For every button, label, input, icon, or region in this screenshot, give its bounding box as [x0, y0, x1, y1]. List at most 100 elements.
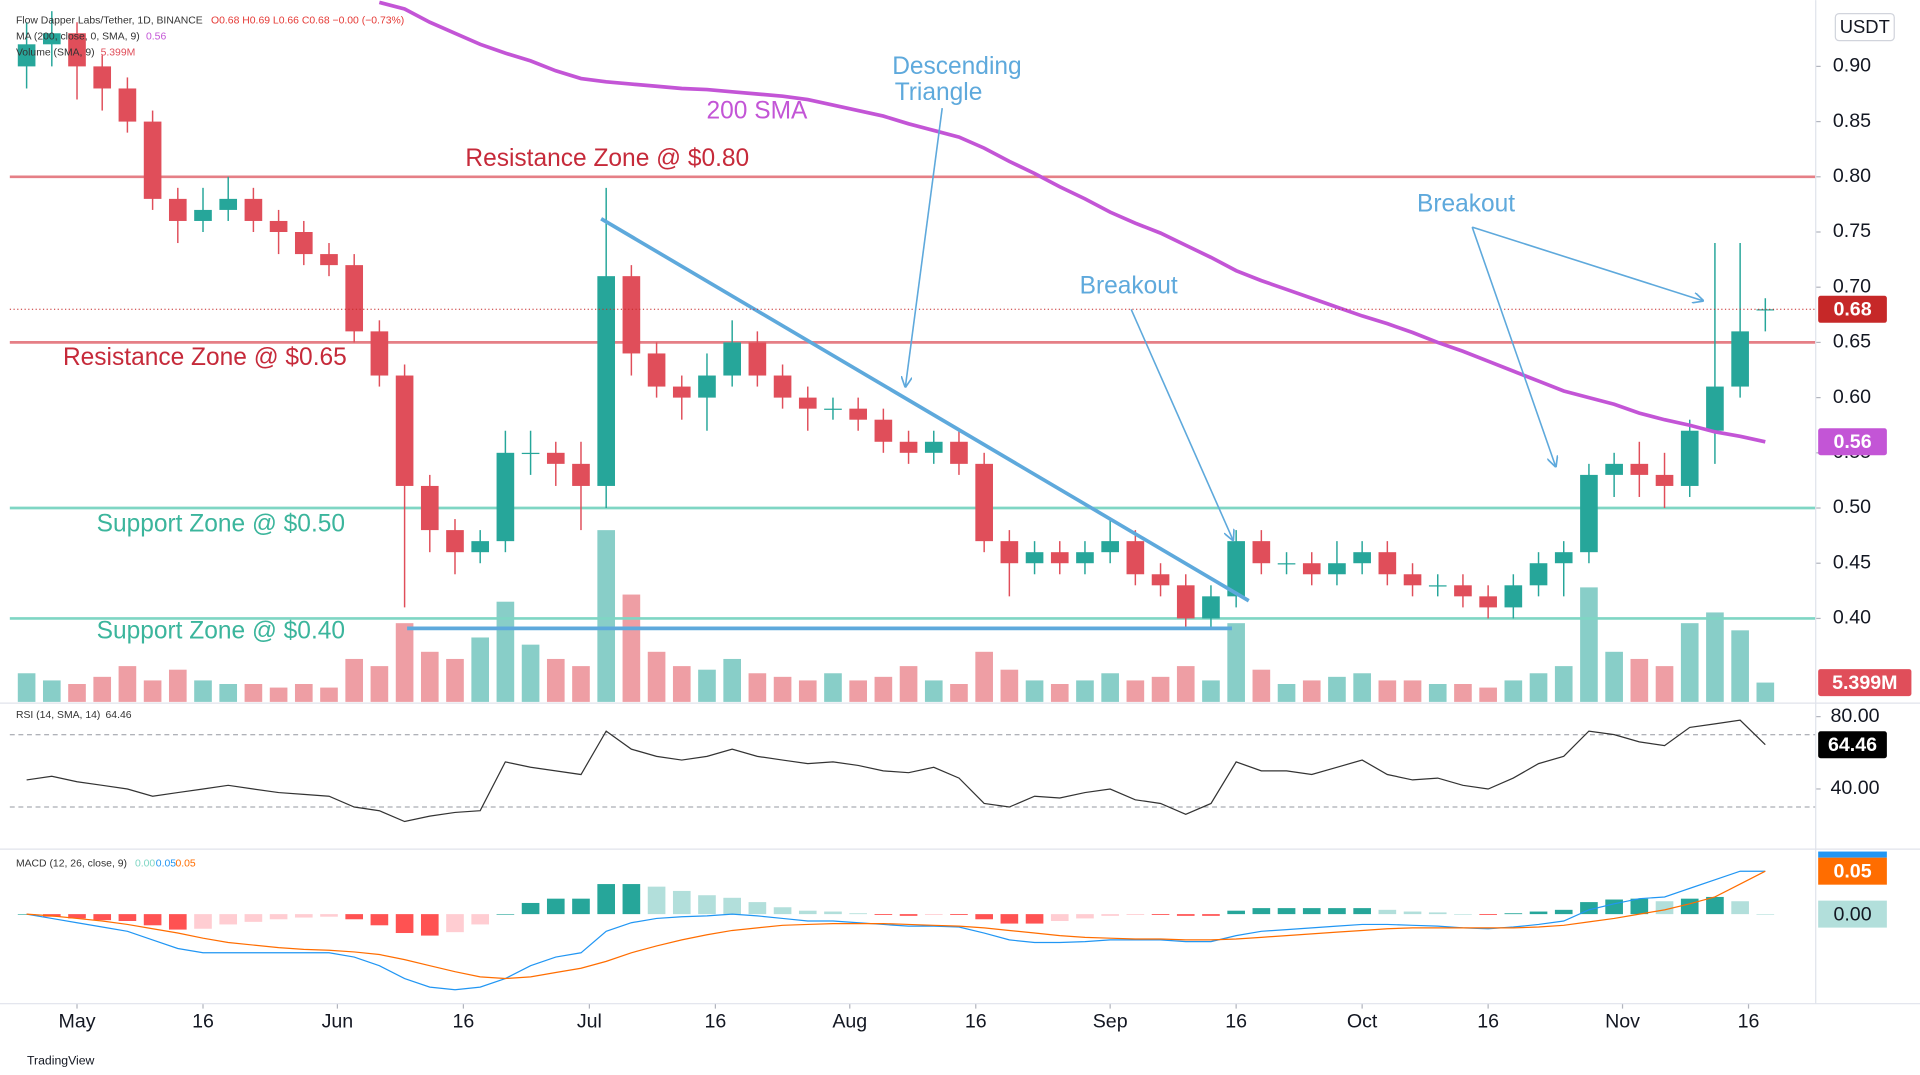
macd-histogram-bar — [521, 902, 540, 915]
candle-body — [269, 220, 288, 233]
volume-bar — [1454, 684, 1472, 702]
volume-bar — [1176, 666, 1195, 702]
x-tick-label: 16 — [704, 1010, 726, 1032]
macd-legend: MACD (12, 26, close, 9) — [16, 859, 127, 870]
macd-histogram-bar — [244, 914, 263, 922]
macd-histogram-bar — [68, 914, 86, 919]
unit-label[interactable]: USDT — [1840, 16, 1890, 37]
macd-histogram-bar — [849, 913, 867, 915]
macd-histogram-bar — [1076, 914, 1094, 919]
macd-histogram-bar — [370, 914, 389, 926]
macd-histogram-bar — [773, 907, 792, 915]
macd-legend-value: 0.05 — [175, 859, 195, 870]
zone-label: Support Zone @ $0.40 — [97, 617, 345, 644]
candle-body — [1580, 474, 1598, 553]
candle-body — [1277, 563, 1296, 565]
annotation: Breakout — [1417, 191, 1515, 218]
macd-histogram-bar — [269, 914, 288, 920]
volume-bar — [1000, 669, 1019, 702]
candle-body — [370, 331, 389, 376]
macd-histogram-bar — [824, 911, 842, 915]
volume-bar — [1580, 587, 1598, 702]
volume-bar — [924, 680, 943, 702]
rsi-line — [26, 719, 1766, 823]
volume-bar — [798, 680, 817, 702]
candle-body — [924, 441, 943, 453]
macd-histogram-bar — [975, 914, 993, 920]
candle-body — [1529, 563, 1548, 586]
y-tick-label: 0.45 — [1833, 551, 1871, 573]
arrow — [1130, 308, 1233, 540]
macd-histogram-bar — [1554, 909, 1573, 915]
price-tag-label: 0.05 — [1833, 861, 1871, 883]
candle-body — [244, 198, 263, 221]
macd-histogram-bar — [1731, 901, 1749, 915]
volume-bar — [1151, 676, 1170, 702]
macd-histogram-bar — [647, 886, 666, 915]
volume-bar — [1126, 680, 1145, 702]
macd-histogram-bar — [93, 914, 112, 921]
arrow — [1471, 226, 1555, 466]
volume-bar — [698, 669, 716, 702]
macd-histogram-bar — [345, 914, 364, 920]
candle-body — [1756, 309, 1775, 311]
y-tick-label: 0.65 — [1833, 331, 1871, 353]
candle-body — [1428, 585, 1447, 587]
volume-bar — [824, 673, 842, 702]
candle-body — [143, 121, 162, 199]
volume-bar — [672, 666, 691, 702]
candle-body — [1353, 552, 1371, 564]
volume-bar — [68, 684, 86, 702]
price-tag — [1818, 900, 1887, 928]
candle-body — [93, 66, 112, 89]
footer-logo[interactable]: TradingView — [27, 1054, 95, 1068]
candle-body — [1302, 563, 1321, 575]
candle-body — [773, 375, 792, 398]
volume-bar — [1403, 680, 1422, 702]
volume-bar — [395, 623, 414, 702]
macd-histogram-bar — [1353, 908, 1371, 915]
macd-histogram-bar — [950, 914, 968, 915]
trendline — [600, 217, 1250, 603]
y-tick-label: 0.70 — [1833, 275, 1871, 297]
candle-body — [572, 463, 590, 486]
volume-bar — [219, 684, 238, 702]
macd-histogram-bar — [294, 914, 313, 918]
volume-bar — [1731, 630, 1749, 702]
candle-body — [975, 463, 993, 542]
macd-histogram-bar — [1202, 914, 1220, 916]
volume-bar — [1479, 687, 1497, 702]
x-tick-label: 16 — [192, 1010, 214, 1032]
candle-body — [294, 232, 313, 255]
price-tags: 0.68 0.56 5.399M 64.46 0.05 0.00 — [1818, 295, 1912, 928]
macd-histogram-bar — [118, 914, 137, 921]
volume-bar — [143, 680, 162, 702]
x-tick-label: Aug — [832, 1010, 867, 1032]
candle-body — [1227, 541, 1245, 597]
x-tick-label: 16 — [965, 1010, 987, 1032]
unit-box[interactable] — [1834, 13, 1895, 42]
macd-histogram-bar — [1605, 899, 1623, 915]
volume-bar — [194, 680, 212, 702]
macd-histogram-bar — [1756, 914, 1775, 915]
macd-histogram-bar — [1504, 913, 1523, 915]
y-tick-label: 0.50 — [1833, 496, 1871, 518]
price-tag — [1818, 295, 1887, 323]
volume-bar — [572, 666, 590, 702]
macd-histogram-bar — [194, 914, 212, 929]
candle-body — [1504, 585, 1523, 608]
signal-line — [26, 870, 1766, 980]
macd-histogram-bar — [1328, 908, 1346, 915]
volume-bar — [294, 684, 313, 702]
x-tick-label: Oct — [1347, 1010, 1378, 1032]
candle-body — [471, 541, 490, 553]
rsi-legend: RSI (14, SMA, 14) — [16, 710, 100, 721]
volume-bar — [320, 687, 338, 702]
volume-bar — [647, 651, 666, 702]
candle-body — [1655, 474, 1674, 486]
volume-bar — [269, 687, 288, 702]
candle-body — [219, 198, 238, 210]
price-tag — [1818, 731, 1887, 759]
macd-legend-value: 0.00 — [135, 859, 155, 870]
volume-bar — [420, 651, 439, 702]
